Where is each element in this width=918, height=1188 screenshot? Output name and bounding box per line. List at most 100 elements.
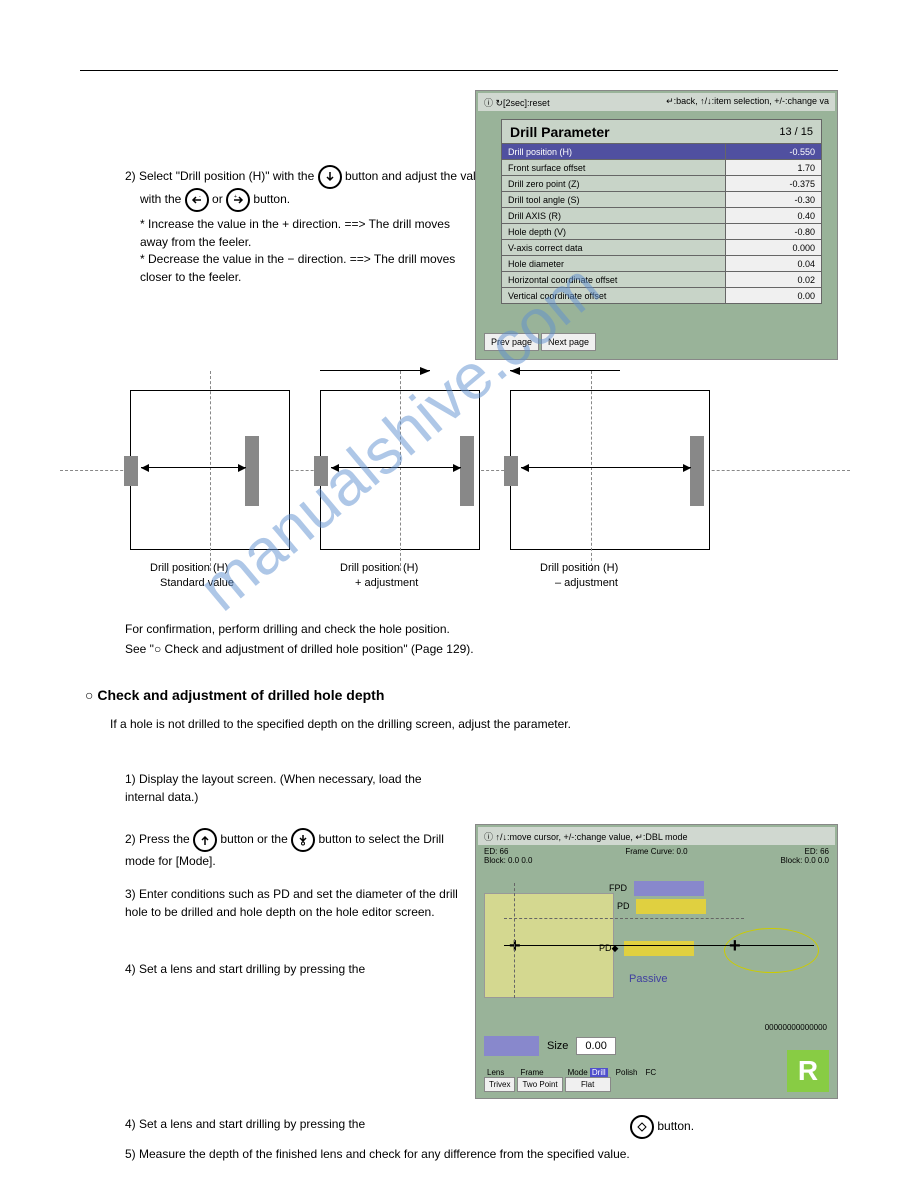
- step2-line2: with the - or + button.: [140, 188, 290, 212]
- confirm1: For confirmation, perform drilling and c…: [125, 620, 450, 638]
- param-label: Hole diameter: [502, 256, 726, 272]
- table-row[interactable]: Horizontal coordinate offset0.02: [502, 272, 822, 288]
- decrease-note: * Decrease the value in the − direction.…: [140, 250, 460, 286]
- num4-a: 4) Set a lens and start drilling by pres…: [125, 962, 365, 976]
- table-row[interactable]: Drill tool angle (S)-0.30: [502, 192, 822, 208]
- drill-header: ⓘ ↻[2sec]:reset ↵:back, ↑/↓:item selecti…: [478, 93, 835, 111]
- box1-drill: [245, 436, 259, 506]
- diagram-row: Drill position (H) Standard value Drill …: [110, 390, 810, 570]
- layout-hline2: [504, 945, 814, 946]
- next-page-button[interactable]: Next page: [541, 333, 596, 351]
- lens-value[interactable]: Trivex: [484, 1077, 515, 1092]
- fpd-bar: [634, 881, 704, 896]
- block-left: Block: 0.0 0.0: [484, 856, 532, 865]
- box2-vline: [400, 371, 401, 571]
- num2-a: 2) Press the: [125, 832, 190, 846]
- pd-bar: [636, 899, 706, 914]
- param-label: Horizontal coordinate offset: [502, 272, 726, 288]
- param-value: -0.550: [726, 144, 822, 160]
- drill-title-bar: Drill Parameter 13 / 15: [501, 119, 822, 145]
- plus-box: [320, 390, 480, 550]
- header-right: ↵:back, ↑/↓:item selection, +/-:change v…: [666, 96, 829, 108]
- param-value: 1.70: [726, 160, 822, 176]
- num2-b: button or the: [220, 832, 287, 846]
- box2-drill: [460, 436, 474, 506]
- std-label: Standard value: [160, 575, 234, 592]
- box1-dim: [141, 467, 246, 468]
- pd-label: PD: [617, 901, 630, 911]
- param-value: 0.04: [726, 256, 822, 272]
- info-icon: ⓘ ↻: [484, 98, 503, 108]
- num4-repeat: 4) Set a lens and start drilling by pres…: [125, 1117, 365, 1131]
- section-title: ○ Check and adjustment of drilled hole d…: [85, 685, 384, 706]
- increase-note: * Increase the value in the + direction.…: [140, 215, 460, 251]
- param-label: Vertical coordinate offset: [502, 288, 726, 304]
- r-button[interactable]: R: [787, 1050, 829, 1092]
- prev-page-button[interactable]: Prev page: [484, 333, 539, 351]
- plus-right-icon: +: [226, 188, 250, 212]
- fpd-label: FPD: [609, 883, 627, 893]
- numbered2: 2) Press the button or the button to sel…: [125, 828, 460, 870]
- param-label: Front surface offset: [502, 160, 726, 176]
- mode-value[interactable]: Flat: [565, 1077, 611, 1092]
- param-value: 0.02: [726, 272, 822, 288]
- numbered3: 3) Enter conditions such as PD and set t…: [125, 885, 460, 921]
- nav-buttons: Prev page Next page: [484, 333, 596, 351]
- numbered4-icon-row: button.: [630, 1115, 694, 1139]
- layout-info-row: ED: 66 Block: 0.0 0.0 Frame Curve: 0.0 E…: [484, 847, 829, 865]
- up-arrow-icon: [193, 828, 217, 852]
- size-row: Size 0.00: [484, 1036, 829, 1056]
- section-desc: If a hole is not drilled to the specifie…: [110, 715, 571, 733]
- frame-curve: Frame Curve: 0.0: [625, 847, 687, 865]
- digits: 00000000000000: [765, 1023, 827, 1032]
- pd-bar2: [624, 941, 694, 956]
- svg-text:-: -: [199, 194, 201, 200]
- passive-label: Passive: [629, 973, 668, 985]
- numbered4-cont: 4) Set a lens and start drilling by pres…: [125, 1115, 605, 1133]
- layout-vline: [514, 883, 515, 998]
- table-row[interactable]: Hole diameter0.04: [502, 256, 822, 272]
- layout-ellipse: [724, 928, 819, 973]
- size-value[interactable]: 0.00: [576, 1037, 615, 1055]
- table-row[interactable]: Drill zero point (Z)-0.375: [502, 176, 822, 192]
- frame-value[interactable]: Two Point: [517, 1077, 562, 1092]
- layout-header: ⓘ ↑/↓:move cursor, +/-:change value, ↵:D…: [478, 827, 835, 845]
- polish-label: Polish: [613, 1068, 641, 1077]
- arrow-right: [320, 370, 430, 371]
- table-row[interactable]: Drill position (H)-0.550: [502, 144, 822, 160]
- param-label: V-axis correct data: [502, 240, 726, 256]
- table-row[interactable]: V-axis correct data0.000: [502, 240, 822, 256]
- mode-label: Mode: [568, 1068, 588, 1077]
- minus-label: – adjustment: [555, 575, 618, 592]
- drill-parameter-panel: ⓘ ↻[2sec]:reset ↵:back, ↑/↓:item selecti…: [475, 90, 838, 360]
- table-row[interactable]: Front surface offset1.70: [502, 160, 822, 176]
- box3-drill: [690, 436, 704, 506]
- header-left: [2sec]:reset: [503, 98, 550, 108]
- param-value: -0.30: [726, 192, 822, 208]
- table-row[interactable]: Hole depth (V)-0.80: [502, 224, 822, 240]
- box1-vline: [210, 371, 211, 571]
- minus-box: [510, 390, 710, 550]
- param-label: Drill tool angle (S): [502, 192, 726, 208]
- param-label: Drill AXIS (R): [502, 208, 726, 224]
- svg-text:+: +: [234, 194, 237, 200]
- table-row[interactable]: Drill AXIS (R)0.40: [502, 208, 822, 224]
- drill-badge: Drill: [590, 1068, 608, 1077]
- ed-left: ED: 66: [484, 847, 532, 856]
- size-box: [484, 1036, 539, 1056]
- box1-feeler: [124, 456, 138, 486]
- param-value: -0.375: [726, 176, 822, 192]
- num4-b: button.: [657, 1119, 694, 1133]
- down-arrow-icon: [318, 165, 342, 189]
- step2-part1: 2) Select "Drill position (H)" with the: [125, 169, 314, 183]
- table-row[interactable]: Vertical coordinate offset0.00: [502, 288, 822, 304]
- ed-right: ED: 66: [781, 847, 829, 856]
- layout-diagram: FPD PD PD◆ Passive + +: [484, 873, 829, 1023]
- button-text: button.: [253, 192, 290, 206]
- drill-page-number: 13 / 15: [779, 126, 813, 138]
- box2-dim: [331, 467, 461, 468]
- box3-vline: [591, 371, 592, 571]
- step2-text: 2) Select "Drill position (H)" with the …: [125, 165, 489, 189]
- minus-left-icon: -: [185, 188, 209, 212]
- down-circle-icon: [291, 828, 315, 852]
